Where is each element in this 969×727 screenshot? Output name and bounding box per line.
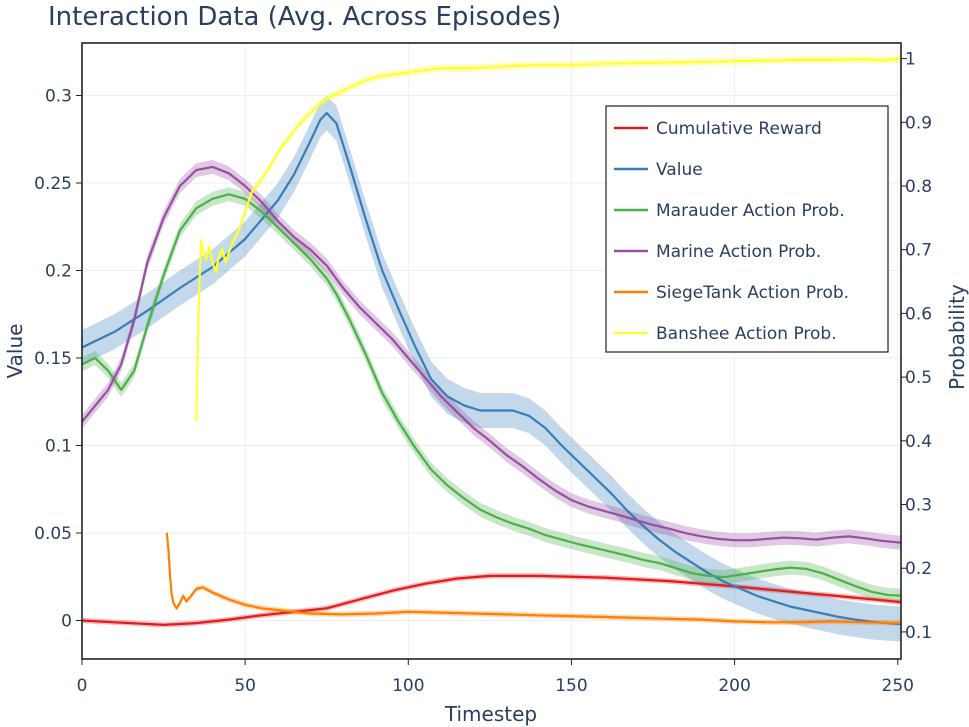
x-tick-label: 50 [234,676,256,696]
y2-tick-label: 1 [905,50,916,70]
banshee-action-prob-legend-label: Banshee Action Prob. [656,324,837,344]
y2-tick-label: 0.4 [905,432,932,452]
y2-tick-label: 0.1 [905,623,932,643]
legend: Cumulative Reward Value Marauder Action Pr… [605,105,889,353]
y2-tick-label: 0.6 [905,304,932,324]
marauder-action-prob-line [81,193,902,597]
series-lines [81,57,902,626]
y-tick-label: 0.05 [34,524,72,544]
x-tick-label: 150 [555,676,587,696]
y-tick-label: 0.2 [45,262,72,282]
y-tick-label: 0.15 [34,349,72,369]
x-axis-title: Timestep [444,702,537,726]
plot-frame [81,42,902,660]
legend-box [605,105,889,353]
y-axis-title: Value [3,324,27,379]
value-legend-label: Value [656,160,703,180]
marauder-action-prob-band [82,187,901,603]
y2-tick-label: 0.5 [905,368,932,388]
y2-tick-label: 0.2 [905,559,932,579]
siegetank-action-prob-line [165,532,902,625]
y2-tick-label: 0.9 [905,113,932,133]
cumulative-reward-band [82,573,901,628]
x-tick-label: 250 [882,676,914,696]
marauder-action-prob-legend-label: Marauder Action Prob. [656,201,845,221]
y2-tick-label: 0.8 [905,177,932,197]
x-tick-label: 0 [77,676,88,696]
y2-axis-title: Probability [945,284,969,390]
cumulative-reward-line [81,574,902,626]
confidence-bands [82,54,902,642]
y-tick-label: 0.1 [45,437,72,457]
x-tick-label: 100 [392,676,424,696]
y-tick-label: 0.3 [45,87,72,107]
marine-action-prob-line [81,165,902,544]
y-tick-label: 0.25 [34,174,72,194]
siegetank-action-prob-legend-label: SiegeTank Action Prob. [656,283,849,303]
x-tick-label: 200 [718,676,750,696]
chart-title: Interaction Data (Avg. Across Episodes) [48,2,561,32]
marine-action-prob-legend-label: Marine Action Prob. [656,242,821,262]
axis-ticks: 0 50 100 150 200 250 0 0.05 0.1 0.15 0.2 0.25 0.3 0.1… [34,50,932,696]
cumulative-reward-legend-label: Cumulative Reward [656,119,822,139]
value-line [81,111,902,626]
banshee-action-prob-line [195,57,902,422]
y2-tick-label: 0.7 [905,241,932,261]
y-tick-label: 0 [61,612,72,632]
y2-tick-label: 0.3 [905,496,932,516]
